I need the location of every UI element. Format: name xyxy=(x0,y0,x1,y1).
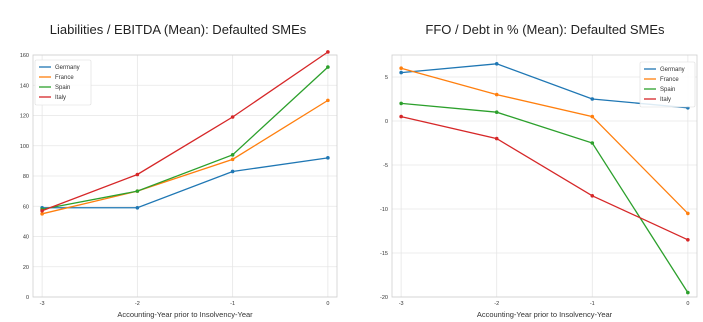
data-point xyxy=(230,157,235,162)
x-tick-label: 0 xyxy=(326,301,329,307)
y-tick-label: 120 xyxy=(20,114,29,120)
plot-area xyxy=(391,54,698,298)
legend-label: Germany xyxy=(660,67,685,73)
data-point xyxy=(230,153,235,157)
data-point xyxy=(494,110,499,114)
series-line-italy xyxy=(401,115,689,241)
legend-label: Italy xyxy=(660,97,671,103)
data-point xyxy=(230,169,235,174)
chart-title: Liabilities / EBITDA (Mean): Defaulted S… xyxy=(50,22,307,37)
data-point xyxy=(686,290,690,295)
legend-label: France xyxy=(55,75,74,81)
x-tick-label: -2 xyxy=(135,301,140,307)
x-axis-label: Accounting-Year prior to Insolvency-Year xyxy=(117,310,253,319)
data-point xyxy=(326,98,330,103)
y-tick-label: 20 xyxy=(23,265,29,271)
data-point xyxy=(326,50,330,54)
y-tick-label: -5 xyxy=(383,163,388,169)
data-point xyxy=(326,65,330,69)
data-point xyxy=(494,62,499,66)
series-line-spain xyxy=(401,102,689,293)
y-tick-label: 5 xyxy=(385,75,388,81)
data-point xyxy=(494,136,499,141)
data-point xyxy=(40,212,44,216)
legend: Germany France Spain Italy xyxy=(34,59,92,106)
x-tick-label: -3 xyxy=(40,301,45,307)
x-tick-label: 0 xyxy=(686,301,689,307)
data-point xyxy=(135,189,140,193)
y-tick-label: 60 xyxy=(23,204,29,210)
x-tick-label: -1 xyxy=(230,301,235,307)
chart-title: FFO / Debt in % (Mean): Defaulted SMEs xyxy=(425,22,665,37)
series-line-france xyxy=(400,67,689,214)
y-tick-label: 0 xyxy=(26,295,29,301)
y-tick-label: 160 xyxy=(20,53,29,59)
y-tick-label: 100 xyxy=(20,144,29,150)
x-tick-label: -3 xyxy=(399,301,404,307)
data-point xyxy=(590,97,595,101)
series-line-germany xyxy=(42,157,328,209)
y-tick-label: 80 xyxy=(23,174,29,180)
legend-box xyxy=(639,61,696,108)
legend-label: Italy xyxy=(55,95,66,101)
y-tick-label: 140 xyxy=(20,83,29,89)
series-line-italy xyxy=(41,51,329,212)
data-point xyxy=(40,208,44,213)
series-line-spain xyxy=(41,66,329,210)
x-tick-label: -2 xyxy=(494,301,499,307)
legend-label: Spain xyxy=(55,85,70,91)
data-point xyxy=(590,141,595,145)
data-point xyxy=(135,205,140,210)
legend-box xyxy=(34,59,92,106)
data-point xyxy=(399,66,403,70)
series-line-france xyxy=(41,99,329,215)
legend-label: Spain xyxy=(660,87,675,93)
data-point xyxy=(686,238,690,242)
data-point xyxy=(590,194,595,198)
plot-area xyxy=(32,54,338,298)
chart-panel-2: FFO / Debt in % (Mean): Defaulted SMEs -2… xyxy=(380,22,698,319)
data-point xyxy=(230,115,235,119)
y-tick-label: -15 xyxy=(380,251,388,257)
data-point xyxy=(399,70,403,75)
data-point xyxy=(494,92,499,97)
legend: Germany France Spain Italy xyxy=(639,61,696,108)
data-point xyxy=(399,114,403,119)
y-tick-label: 40 xyxy=(23,235,29,241)
y-tick-label: -20 xyxy=(380,295,388,301)
x-tick-label: -1 xyxy=(590,301,595,307)
y-tick-label: -10 xyxy=(380,207,388,213)
x-axis-label: Accounting-Year prior to Insolvency-Year xyxy=(477,310,613,319)
data-point xyxy=(135,172,140,177)
chart-panel-1: Liabilities / EBITDA (Mean): Defaulted S… xyxy=(20,22,338,319)
data-point xyxy=(590,114,595,119)
legend-label: Germany xyxy=(55,65,80,71)
data-point xyxy=(686,211,690,216)
legend-label: France xyxy=(660,77,679,83)
data-point xyxy=(326,156,330,160)
y-tick-label: 0 xyxy=(385,119,388,125)
data-point xyxy=(399,101,403,106)
